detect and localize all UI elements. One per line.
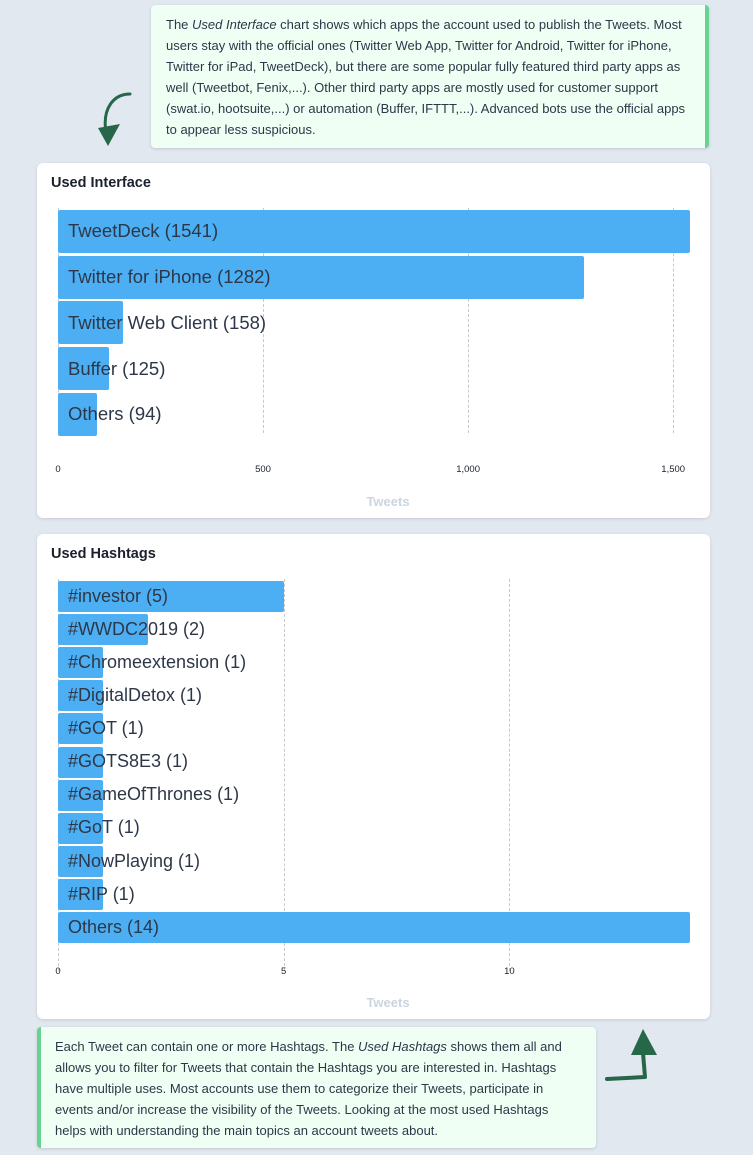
x-tick-label: 0 <box>55 966 61 977</box>
bar--got[interactable] <box>58 812 104 844</box>
bar--investor[interactable] <box>58 581 284 612</box>
note-text: The <box>166 17 193 32</box>
used-interface-card: Used Interface 0 500 1,000 1,500 TweetDeck (… <box>37 163 710 518</box>
bar--wwdc2019[interactable] <box>58 614 149 646</box>
x-tick-label: 0 <box>55 464 61 475</box>
bar-label: Buffer (125) <box>68 357 166 379</box>
x-tick-label: 10 <box>504 966 515 977</box>
bar--chromeextension[interactable] <box>58 647 104 679</box>
curved-arrow-down-icon <box>98 92 132 146</box>
bar-twitter-for-iphone[interactable] <box>58 255 584 299</box>
gridline <box>468 208 470 433</box>
note-emphasis: Used Interface <box>192 17 277 32</box>
bar-label: #RIP (1) <box>68 883 135 904</box>
bar-label: Others (14) <box>68 916 160 937</box>
note-emphasis: Used Hashtags <box>358 1039 447 1054</box>
bar--gameofthrones[interactable] <box>58 779 104 811</box>
note-text: shows them all and allows you to filter … <box>55 1039 562 1138</box>
x-tick-label: 1,500 <box>661 464 686 475</box>
bar-label: #GOT (1) <box>68 718 144 739</box>
bar-label: #NowPlaying (1) <box>68 850 201 871</box>
note-text: Each Tweet can contain one or more Hasht… <box>55 1039 359 1054</box>
bar--nowplaying[interactable] <box>58 845 104 877</box>
bar-others[interactable] <box>58 392 97 436</box>
chart-title: Used Hashtags <box>51 546 156 562</box>
bar-label: #GameOfThrones (1) <box>68 784 240 805</box>
bar-label: TweetDeck (1541) <box>68 220 219 242</box>
bar-label: #investor (5) <box>68 585 169 606</box>
gridline <box>283 579 285 971</box>
bar-tweetdeck[interactable] <box>58 210 690 253</box>
chart-title: Used Interface <box>51 175 151 191</box>
bar--digitaldetox[interactable] <box>58 680 104 712</box>
bar-others[interactable] <box>58 912 690 943</box>
gridline <box>673 208 675 433</box>
used-interface-chart: 0 500 1,000 1,500 TweetDeck (1541) Twitter fo… <box>55 208 690 475</box>
bar--gots8e3[interactable] <box>58 746 104 778</box>
used-hashtags-card: Used Hashtags 0 5 10 #investor (5) #WWDC2019… <box>37 534 710 1019</box>
x-tick-label: 1,000 <box>456 464 480 475</box>
gridline <box>263 208 265 433</box>
bar-label: #DigitalDetox (1) <box>68 685 203 705</box>
bar-twitter-web-client[interactable] <box>58 301 123 345</box>
arrow-up-icon <box>605 1029 657 1081</box>
used-hashtags-chart: 0 5 10 #investor (5) #WWDC2019 (2) #Chromeext… <box>55 579 690 977</box>
bar-buffer[interactable] <box>58 347 110 391</box>
bar-label: #WWDC2019 (2) <box>68 618 206 639</box>
bar--rip[interactable] <box>58 878 104 910</box>
used-interface-explanation: The Used Interface chart shows which app… <box>151 5 709 148</box>
x-tick-label: 500 <box>255 464 271 475</box>
bar-label: #GoT (1) <box>68 817 140 838</box>
used-hashtags-explanation: Each Tweet can contain one or more Hasht… <box>37 1027 596 1148</box>
gridline <box>509 579 511 971</box>
x-axis-title: Tweets <box>366 995 410 1010</box>
x-tick-label: 5 <box>281 966 287 977</box>
bar--got[interactable] <box>58 713 104 745</box>
bar-label: #Chromeextension (1) <box>68 651 247 672</box>
bar-label: Twitter for iPhone (1282) <box>68 266 271 288</box>
x-axis-title: Tweets <box>366 494 410 509</box>
note-text: chart shows which apps the account used … <box>166 17 686 137</box>
bar-label: Others (94) <box>68 403 162 425</box>
bar-label: Twitter Web Client (158) <box>68 311 267 333</box>
bar-label: #GOTS8E3 (1) <box>68 751 189 772</box>
